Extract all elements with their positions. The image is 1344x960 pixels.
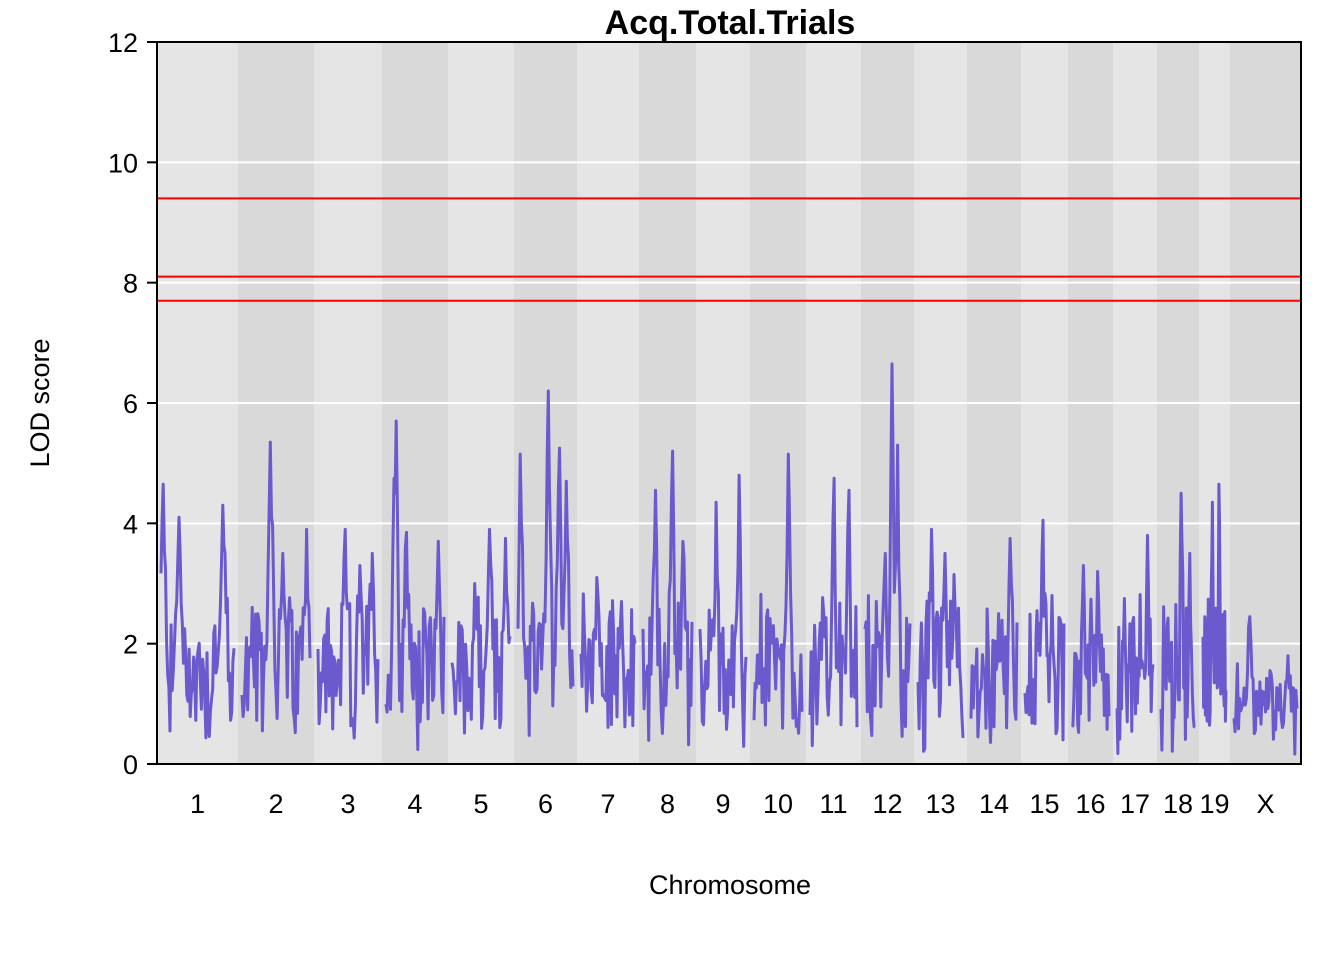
lod-trace-chr-10 bbox=[752, 452, 804, 735]
y-tick-label: 10 bbox=[108, 148, 138, 178]
chart-title: Acq.Total.Trials bbox=[605, 4, 856, 42]
lod-trace-chr-16 bbox=[1071, 564, 1111, 734]
y-axis-title: LOD score bbox=[25, 338, 55, 467]
x-tick-label-chr-15: 15 bbox=[1029, 789, 1059, 819]
lod-trace-chr-8 bbox=[641, 449, 694, 747]
lod-trace-chr-x bbox=[1232, 615, 1299, 756]
x-tick-label-chr-19: 19 bbox=[1199, 789, 1229, 819]
y-tick-label: 0 bbox=[123, 750, 138, 780]
lod-series bbox=[159, 362, 1299, 756]
y-gridlines bbox=[157, 161, 1301, 645]
x-tick-label-chr-1: 1 bbox=[190, 789, 205, 819]
x-tick-label-chr-6: 6 bbox=[538, 789, 553, 819]
y-tick-label: 12 bbox=[108, 28, 138, 58]
x-tick-label-chr-12: 12 bbox=[872, 789, 902, 819]
lod-trace-chr-17 bbox=[1115, 533, 1155, 755]
lod-trace-chr-9 bbox=[698, 473, 748, 748]
x-axis-title: Chromosome bbox=[649, 870, 811, 900]
lod-trace-chr-4 bbox=[384, 419, 446, 751]
x-axis: 1 2 3 4 5 6 7 8 9 10 11 12 13 14 15 16 17 18 19 X bbox=[190, 789, 1275, 819]
lod-trace-chr-3 bbox=[316, 527, 380, 740]
lod-trace-chr-6 bbox=[516, 389, 575, 737]
x-tick-label-chr-18: 18 bbox=[1163, 789, 1193, 819]
x-tick-label-chr-10: 10 bbox=[763, 789, 793, 819]
x-tick-label-chr-7: 7 bbox=[600, 789, 615, 819]
lod-trace-chr-11 bbox=[808, 476, 859, 748]
x-tick-label-chr-16: 16 bbox=[1075, 789, 1105, 819]
lod-trace-chr-1 bbox=[159, 482, 236, 740]
x-tick-label-chr-x: X bbox=[1256, 789, 1274, 819]
y-tick-label: 6 bbox=[123, 389, 138, 419]
lod-trace-chr-5 bbox=[450, 527, 512, 735]
threshold-lines bbox=[157, 197, 1301, 302]
x-tick-label-chr-5: 5 bbox=[473, 789, 488, 819]
y-tick-label: 4 bbox=[123, 509, 138, 539]
x-tick-label-chr-13: 13 bbox=[925, 789, 955, 819]
x-tick-label-chr-4: 4 bbox=[407, 789, 422, 819]
lod-trace-chr-7 bbox=[579, 576, 637, 729]
lod-trace-chr-19 bbox=[1201, 482, 1228, 727]
x-tick-label-chr-14: 14 bbox=[979, 789, 1009, 819]
lod-trace-chr-13 bbox=[916, 527, 965, 753]
x-tick-label-chr-3: 3 bbox=[340, 789, 355, 819]
y-tick-label: 2 bbox=[123, 630, 138, 660]
lod-trace-chr-18 bbox=[1159, 491, 1196, 753]
x-tick-label-chr-8: 8 bbox=[660, 789, 675, 819]
x-tick-label-chr-9: 9 bbox=[715, 789, 730, 819]
lod-trace-chr-2 bbox=[240, 440, 312, 735]
y-tick-label: 8 bbox=[123, 269, 138, 299]
x-tick-label-chr-2: 2 bbox=[268, 789, 283, 819]
x-tick-label-chr-17: 17 bbox=[1120, 789, 1150, 819]
lod-trace-chr-12 bbox=[863, 362, 912, 738]
x-tick-label-chr-11: 11 bbox=[819, 789, 847, 819]
lod-trace-chr-14 bbox=[969, 536, 1019, 744]
lod-trace-chr-15 bbox=[1023, 518, 1066, 742]
y-axis: 0 2 4 6 8 10 12 bbox=[108, 28, 157, 780]
